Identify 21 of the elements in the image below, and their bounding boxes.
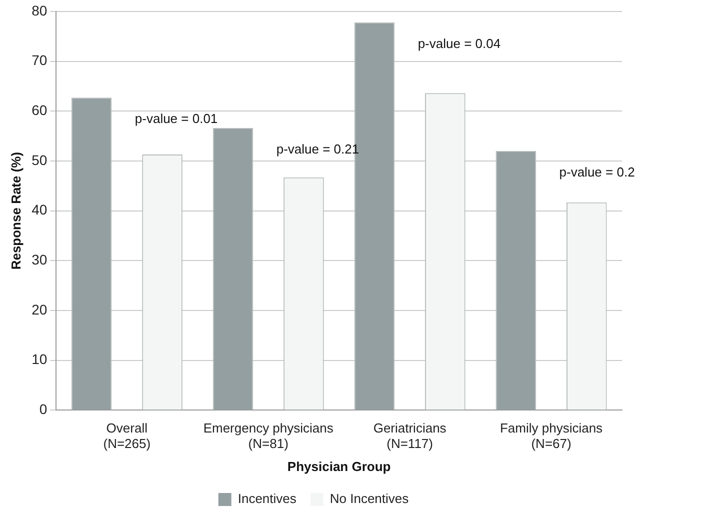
y-tick-label: 70 <box>32 52 48 68</box>
y-tick-label: 40 <box>32 202 48 218</box>
y-tick-label: 10 <box>32 351 48 368</box>
y-axis-title: Response Rate (%) <box>8 152 24 270</box>
annotation: p-value = 0.2 <box>559 164 635 180</box>
legend-label: No Incentives <box>330 491 410 506</box>
annotation: p-value = 0.21 <box>276 142 360 157</box>
y-tick-label: 50 <box>32 152 48 168</box>
y-tick-label: 20 <box>32 301 48 318</box>
y-tick-label: 0 <box>39 401 48 418</box>
x-tick-label: Overall (N=265) <box>103 420 151 452</box>
x-tick-label: Geriatricians (N=117) <box>373 420 447 452</box>
y-tick-label: 30 <box>32 252 48 268</box>
y-tick-label: 60 <box>32 102 48 118</box>
y-tick-label: 80 <box>32 2 48 18</box>
annotation: p-value = 0.01 <box>134 111 218 126</box>
x-tick-label: Family physicians (N=67) <box>500 420 604 452</box>
x-tick-label: Emergency physicians (N=81) <box>203 420 334 452</box>
legend-label: Incentives <box>238 491 297 506</box>
annotation: p-value = 0.04 <box>418 36 501 51</box>
x-axis-title: Physician Group <box>287 458 391 474</box>
